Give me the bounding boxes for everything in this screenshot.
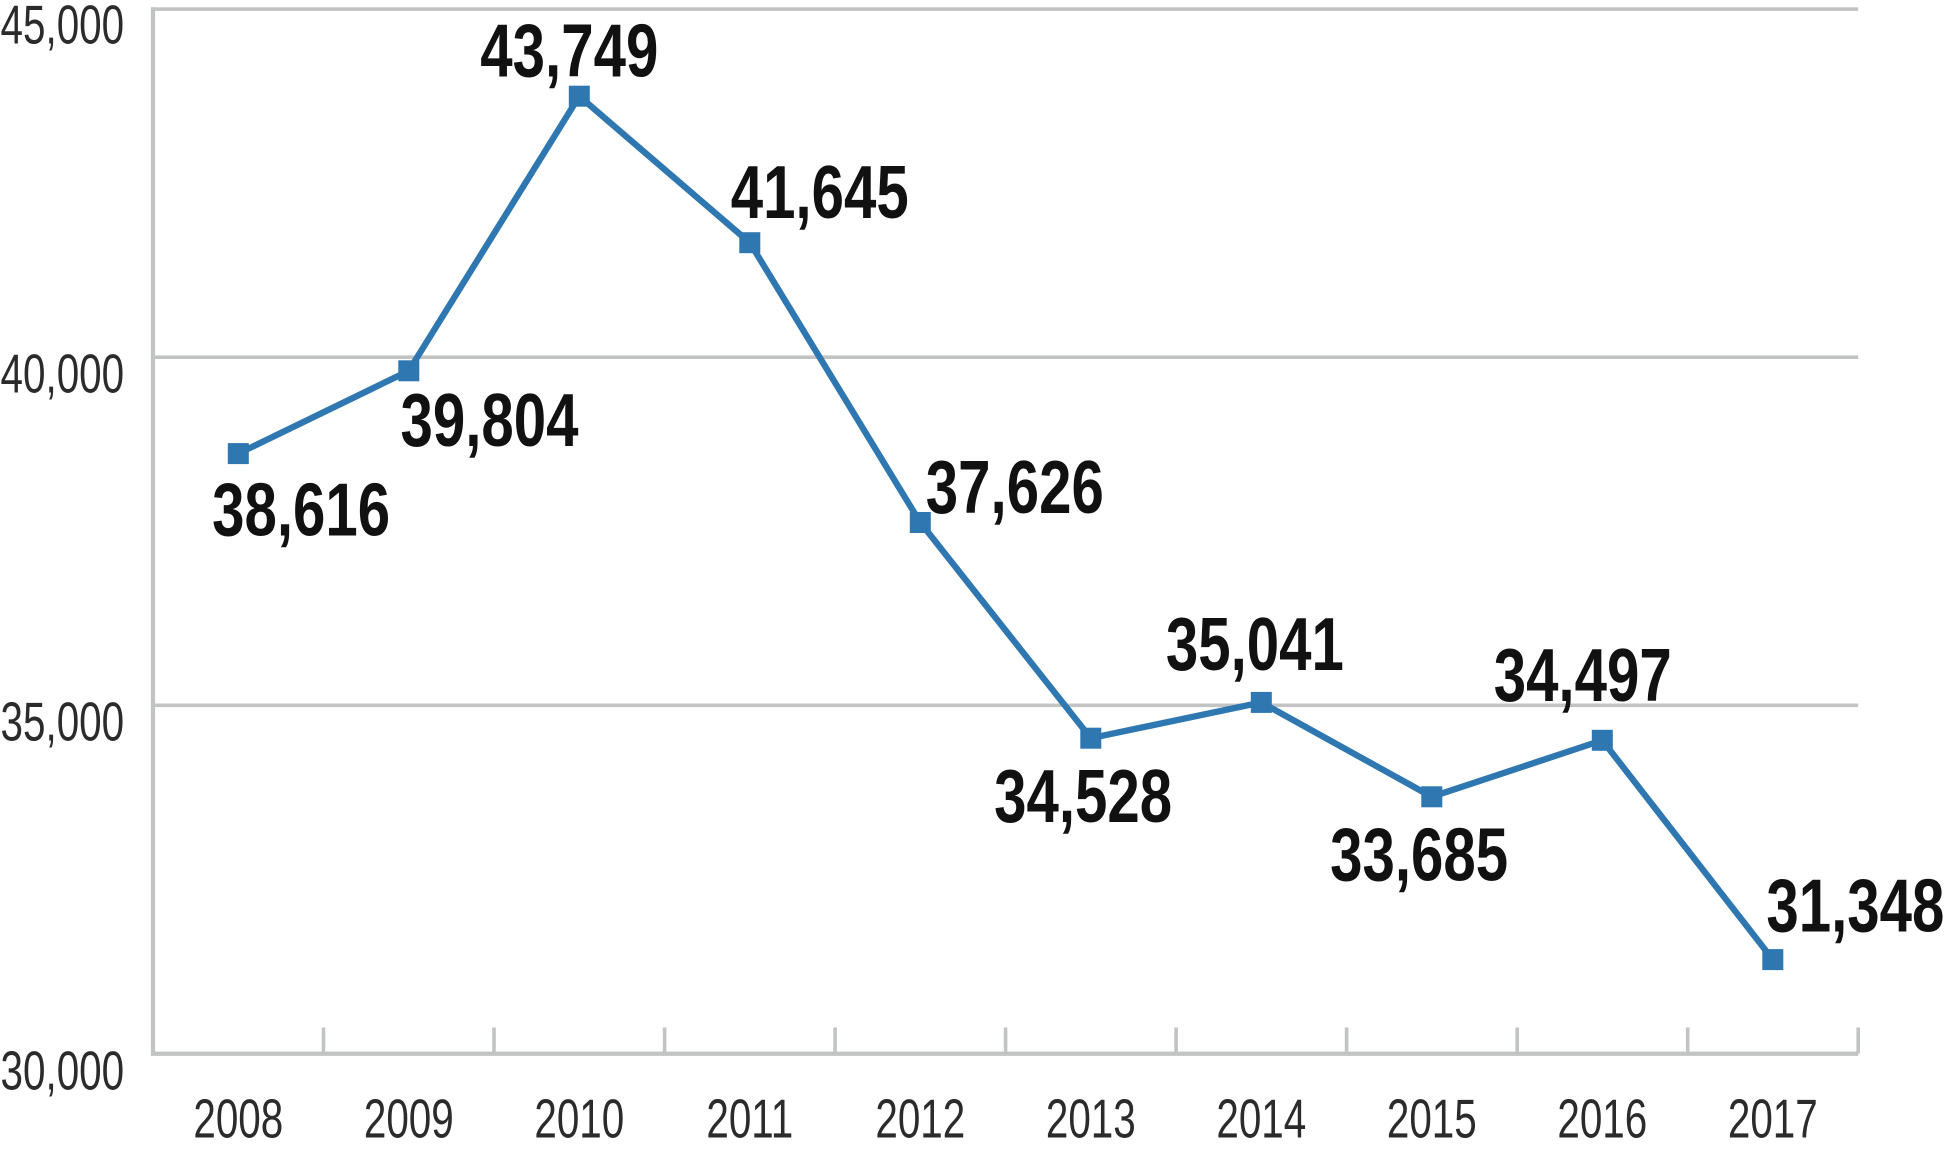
svg-text:33,685: 33,685	[1330, 813, 1508, 897]
svg-text:35,041: 35,041	[1166, 603, 1344, 687]
svg-text:2009: 2009	[364, 1090, 454, 1150]
svg-text:2012: 2012	[875, 1090, 965, 1150]
svg-text:39,804: 39,804	[400, 379, 578, 463]
svg-text:2013: 2013	[1046, 1090, 1136, 1150]
svg-text:2011: 2011	[706, 1090, 793, 1150]
svg-text:41,645: 41,645	[731, 151, 909, 235]
svg-text:30,000: 30,000	[1, 1042, 125, 1102]
svg-text:2015: 2015	[1387, 1090, 1477, 1150]
svg-text:38,616: 38,616	[212, 468, 390, 552]
svg-text:31,348: 31,348	[1766, 864, 1944, 948]
svg-text:2016: 2016	[1557, 1090, 1647, 1150]
svg-text:34,497: 34,497	[1494, 634, 1672, 718]
svg-text:37,626: 37,626	[926, 446, 1104, 530]
svg-text:34,528: 34,528	[994, 755, 1172, 839]
svg-text:2014: 2014	[1216, 1090, 1306, 1150]
svg-text:2008: 2008	[193, 1090, 283, 1150]
svg-text:2010: 2010	[534, 1090, 624, 1150]
svg-text:40,000: 40,000	[1, 345, 125, 405]
svg-text:43,749: 43,749	[480, 9, 658, 93]
svg-text:45,000: 45,000	[1, 0, 125, 56]
svg-text:2017: 2017	[1728, 1090, 1818, 1150]
svg-text:35,000: 35,000	[1, 693, 125, 753]
